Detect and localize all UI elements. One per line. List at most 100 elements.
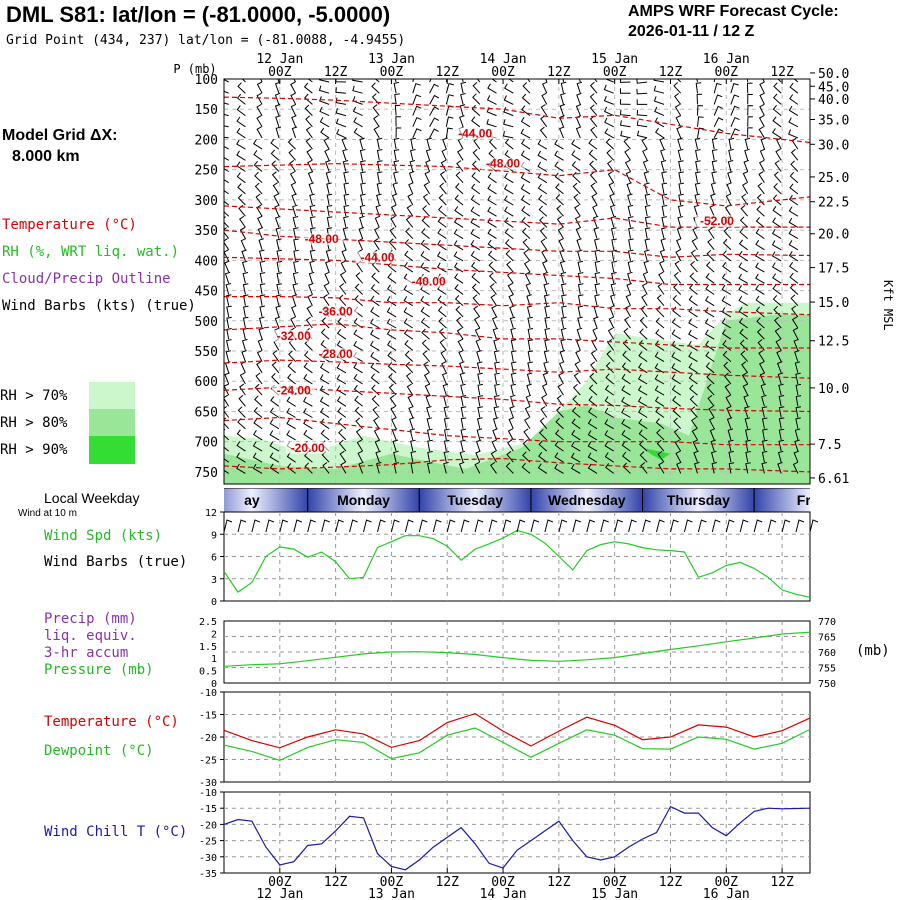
pressure-tick-label: 650 [195, 405, 218, 420]
wind-barb [644, 238, 651, 250]
wind-barb [619, 99, 631, 105]
wind-chill-panel-y-tick-label: -35 [199, 869, 217, 880]
wind-barb [777, 450, 784, 463]
wind-barb [610, 294, 616, 306]
wind-barb [254, 383, 263, 396]
wind-barb [504, 239, 514, 251]
wind-barb [286, 463, 296, 474]
top-hour-label: 00Z [268, 65, 292, 80]
wind-barb [621, 407, 631, 418]
wind-barb [256, 126, 263, 139]
pressure-tick-label: 150 [195, 103, 218, 118]
wind-barb [661, 216, 667, 228]
bottom-hour-label: 12Z [659, 875, 683, 890]
wind-barb [510, 372, 517, 385]
surface-wind-barb [474, 519, 484, 533]
wind-barb [395, 127, 402, 138]
wind-barb [306, 305, 313, 318]
wind-barb [694, 193, 700, 206]
wind-barb [443, 417, 450, 429]
isotherm-line [224, 457, 810, 473]
wind-barb [621, 385, 631, 396]
wind-barb [739, 216, 749, 228]
wind-barb [654, 351, 665, 363]
wind-barb [253, 160, 263, 172]
wind-barb [412, 116, 422, 127]
wind-barb [375, 450, 381, 463]
wind-barb [790, 160, 799, 172]
wind-barb [641, 294, 648, 306]
wind-barb [789, 262, 799, 273]
wind-barb [388, 383, 397, 396]
wind-barb [474, 316, 481, 329]
wind-barb [460, 81, 466, 94]
wind-barb [290, 316, 297, 329]
wind-barb [354, 283, 363, 295]
wind-barb [237, 82, 246, 94]
wind-barb [224, 102, 229, 105]
wind-barb [429, 117, 440, 128]
wind-barb [459, 372, 466, 385]
kft-tick-label: 20.0 [818, 228, 849, 243]
wind-barb [592, 327, 598, 340]
wind-barb [707, 238, 715, 251]
wind-barb [713, 128, 724, 139]
wind-barb [490, 294, 497, 306]
wind-barb [759, 159, 765, 172]
wind-barb [794, 361, 801, 373]
wind-barb [776, 361, 783, 373]
wind-barb [542, 81, 548, 94]
surface-wind-barb [390, 519, 400, 533]
wind-barb [762, 428, 768, 440]
wind-barb [410, 451, 416, 463]
wind-barb [721, 273, 732, 284]
wind-barb [777, 79, 782, 83]
wind-barb [540, 238, 548, 251]
wind-barb [293, 238, 299, 250]
wind-barb [324, 148, 330, 161]
wind-barb [542, 372, 549, 385]
wind-barb [256, 92, 263, 105]
wind-barb [654, 340, 665, 351]
wind-barb [236, 127, 246, 139]
pressure-panel-y2-tick-label: 755 [818, 664, 836, 675]
wind-barb [224, 394, 230, 407]
wind-barb [795, 417, 801, 429]
wind-barb [556, 205, 564, 217]
kft-tick-label: 22.5 [818, 196, 849, 211]
weekday-cell-monday [307, 488, 420, 512]
wind-barb [454, 284, 464, 295]
wind-barb [388, 373, 397, 385]
wind-barb [492, 327, 499, 340]
weekday-label-thursday: Thursday [667, 492, 730, 508]
wind-barb [309, 216, 316, 228]
wind-barb [554, 139, 564, 150]
isotherm-label-bg [299, 233, 344, 246]
wind-barb [526, 383, 532, 396]
wind-barb [707, 227, 715, 239]
kft-tick-label: 45.0 [818, 80, 849, 95]
wind-barb [788, 217, 799, 228]
wind-barb [573, 193, 581, 206]
wind-barb [236, 463, 246, 474]
wind-barb [342, 160, 349, 172]
wind-barb [621, 440, 631, 452]
wind-barbs-label: Wind Barbs (true) [44, 554, 188, 570]
kft-tick-label: 25.0 [818, 171, 849, 186]
wind-barb [604, 441, 614, 452]
wind-barb [654, 374, 665, 385]
kft-tick-label: 12.5 [818, 335, 849, 350]
wind-barb [509, 405, 515, 418]
wind-barb [671, 318, 681, 329]
wind-barb [574, 361, 581, 374]
wind-barb [319, 396, 330, 407]
wind-barb [708, 405, 715, 418]
wind-barb [460, 93, 466, 105]
wind-barb [577, 316, 583, 329]
wind-barb [524, 260, 531, 273]
wind-barb [293, 260, 299, 273]
surface-wind-barb [795, 519, 805, 533]
wind-barb [487, 239, 497, 251]
wind-barb [574, 204, 581, 217]
wind-barb [660, 148, 666, 161]
